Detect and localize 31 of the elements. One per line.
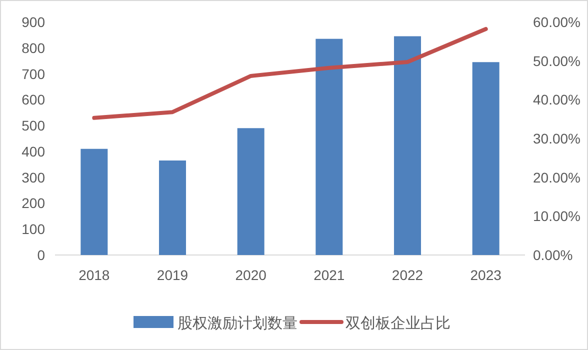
y-tick-label: 200 — [22, 195, 46, 212]
x-tick-label: 2021 — [314, 267, 345, 283]
y2-tick-label: 40.00% — [533, 92, 580, 108]
x-tick-label: 2020 — [235, 267, 267, 283]
y-tick-label: 900 — [22, 14, 46, 30]
x-tick-label: 2018 — [78, 267, 110, 283]
y-tick-label: 700 — [22, 66, 46, 82]
y-tick-label: 400 — [22, 143, 46, 160]
y2-tick-label: 50.00% — [533, 52, 580, 69]
bar — [394, 36, 421, 255]
bar — [80, 148, 108, 255]
y-tick-label: 600 — [22, 92, 46, 108]
bar — [237, 128, 264, 255]
bar — [159, 160, 186, 255]
y-tick-label: 500 — [22, 118, 46, 134]
y2-tick-label: 10.00% — [533, 208, 580, 224]
legend-label: 股权激励计划数量 — [178, 315, 298, 332]
bar — [472, 62, 500, 255]
y2-tick-label: 60.00% — [533, 14, 580, 30]
y-tick-label: 0 — [37, 247, 46, 263]
x-tick-label: 2019 — [156, 267, 188, 283]
bar — [316, 38, 343, 255]
y-tick-label: 100 — [22, 221, 46, 238]
y-tick-label: 300 — [22, 169, 46, 186]
y2-tick-label: 0.00% — [533, 247, 573, 263]
y2-tick-label: 30.00% — [533, 130, 580, 146]
x-tick-label: 2022 — [392, 267, 424, 283]
y2-tick-label: 20.00% — [533, 169, 580, 186]
y-tick-label: 800 — [22, 40, 46, 56]
x-tick-label: 2023 — [470, 267, 502, 283]
legend-label: 双创板企业占比 — [346, 315, 450, 332]
